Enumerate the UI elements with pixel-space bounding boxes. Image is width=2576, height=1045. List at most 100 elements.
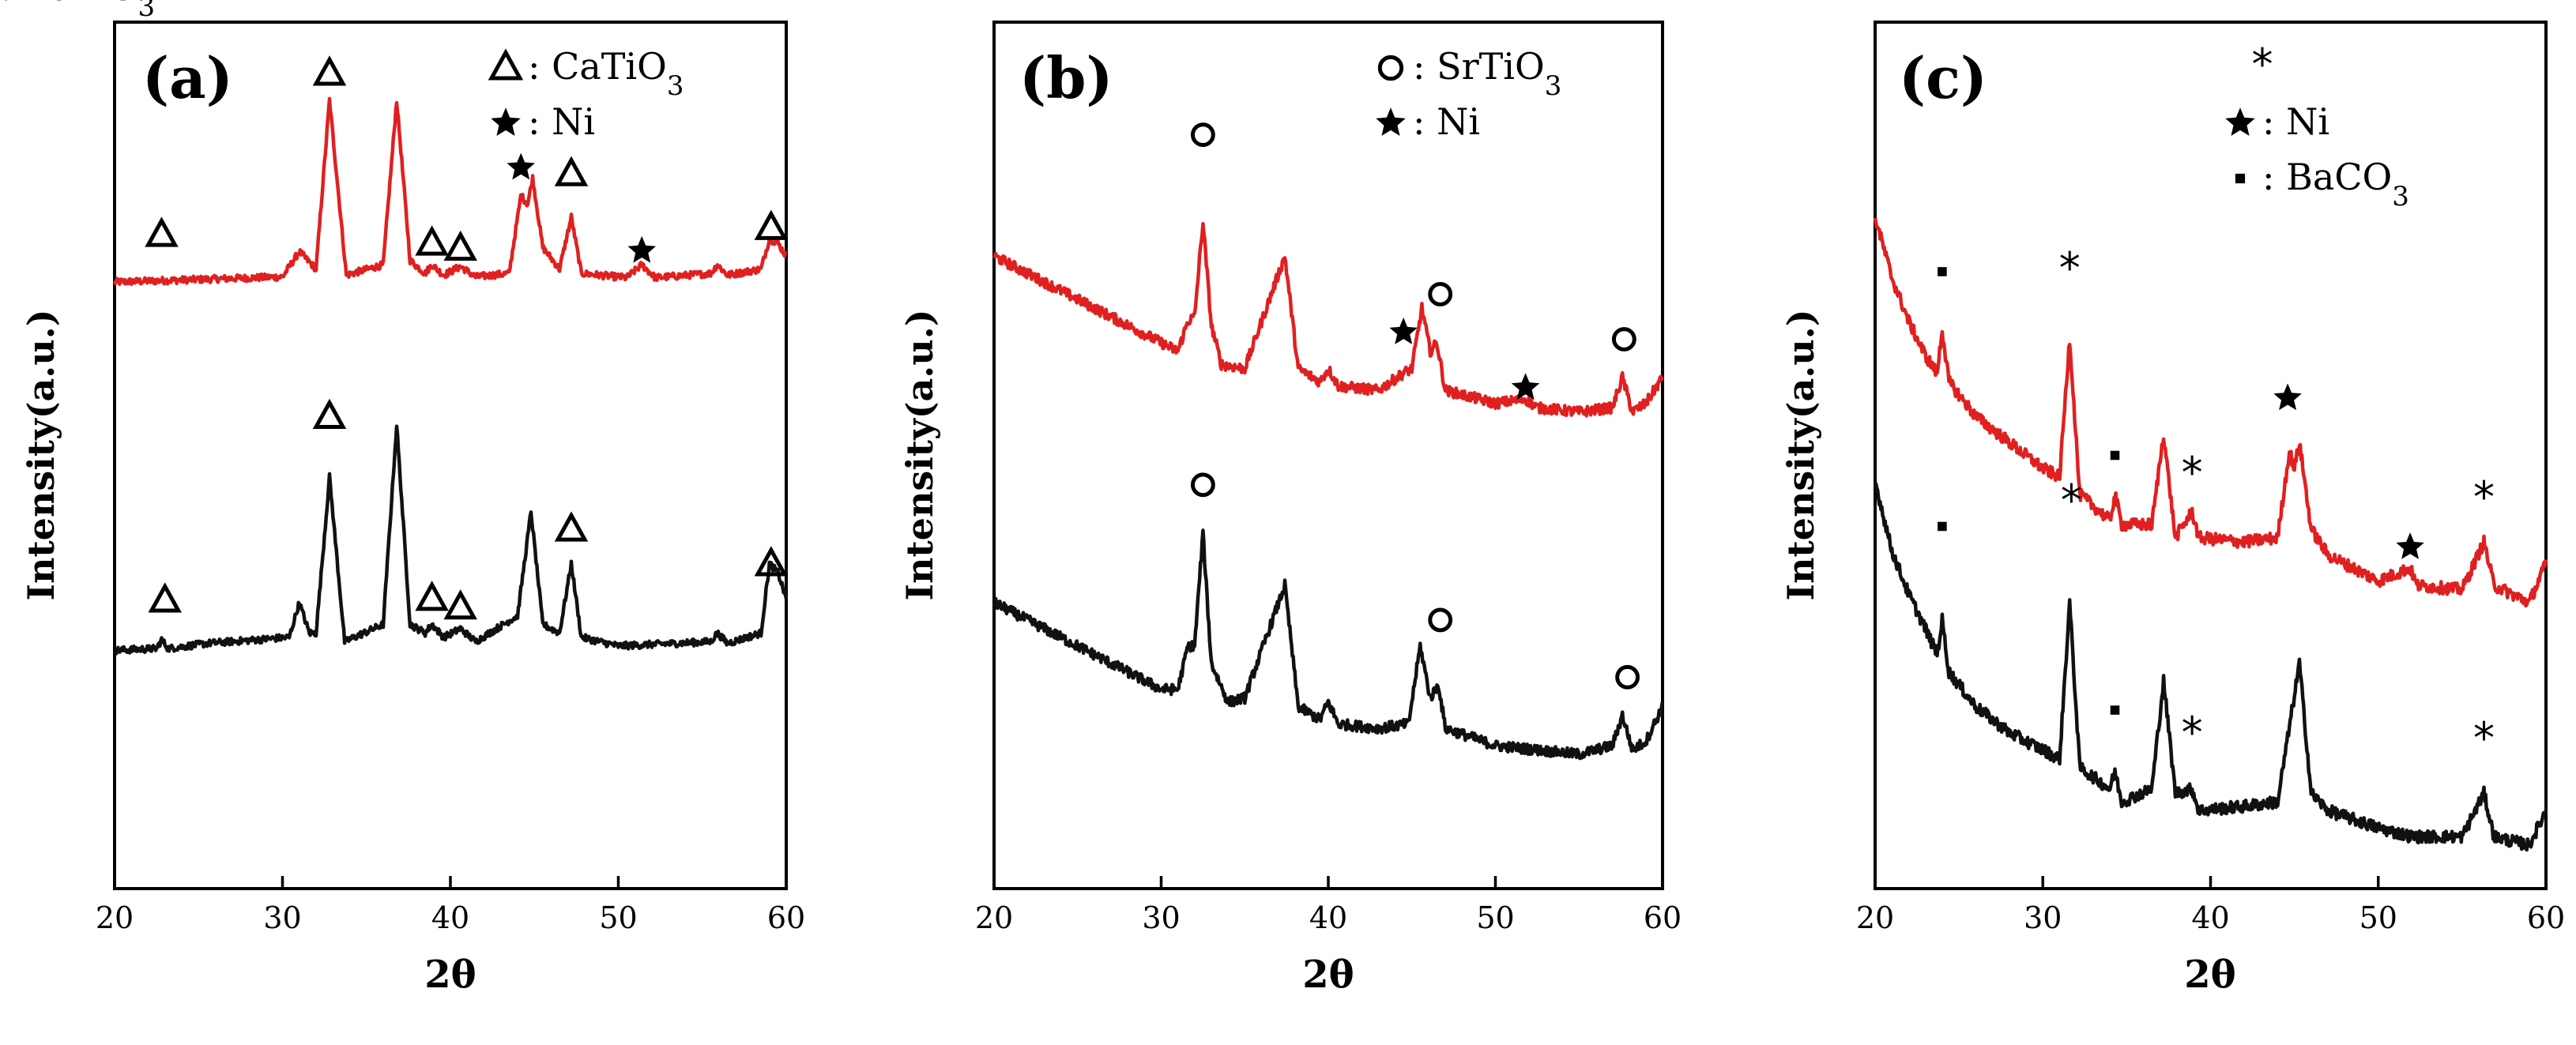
peak-marker-star-icon (507, 152, 535, 180)
panel-a-plot-frame (113, 21, 788, 890)
svg-text:: SrTiO3: : SrTiO3 (1413, 45, 1561, 102)
panel-a-label: (a) (142, 44, 233, 111)
legend-marker-star-icon (1376, 107, 1406, 136)
peak-marker-triangle-icon (145, 216, 179, 247)
xrd-pattern-line-red (1873, 217, 2548, 608)
peak-marker-triangle-icon (754, 209, 789, 240)
legend-prefix: : (528, 45, 552, 88)
svg-text:: Ni: : Ni (1413, 100, 1480, 143)
legend-star-icon (2225, 107, 2255, 136)
peak-marker-triangle-icon (148, 582, 182, 613)
panel-c-legend: * : BaTiO3 : Ni : BaCO3 (0, 0, 2409, 212)
panel-b-plot-frame (992, 21, 1664, 890)
legend-marker-triangle-icon (488, 48, 524, 81)
panel-c-peak-markers: * * * * * * (1938, 243, 2495, 763)
legend-circle-icon (1377, 55, 1404, 81)
peak-marker-triangle-icon (443, 230, 477, 261)
x-tick-label: 40 (2191, 900, 2229, 935)
peak-marker-triangle-icon (554, 156, 589, 186)
peak-marker-triangle-icon (443, 589, 477, 620)
panel-b-y-axis-label: Intensity(a.u.) (898, 309, 941, 600)
legend-star-icon (491, 107, 521, 136)
peak-marker-star-icon (1389, 318, 1418, 344)
panel-a: 20 30 40 50 60 (a) : CaTiO3 : Ni Intensity(a… (20, 21, 805, 997)
x-tick-label: 50 (599, 900, 637, 935)
svg-text:: CaTiO3: : CaTiO3 (528, 45, 684, 102)
peak-marker-asterisk-icon: * (2059, 243, 2081, 293)
panel-b-peak-markers (1190, 122, 1640, 690)
panel-b-traces (992, 221, 1665, 761)
peak-marker-asterisk-icon: * (2182, 448, 2203, 498)
peak-marker-triangle-icon (754, 546, 789, 577)
panel-a-traces (112, 96, 789, 656)
peak-marker-circle-icon (1611, 327, 1636, 351)
panel-c-x-axis-label: 2θ (2184, 953, 2235, 997)
svg-text:: BaTiO3: : BaTiO3 (0, 0, 155, 23)
panel-a-x-ticks: 20 30 40 50 60 (96, 876, 805, 935)
xrd-pattern-line-red (992, 221, 1665, 418)
peak-marker-circle-icon (1428, 607, 1453, 633)
peak-marker-star-icon (627, 235, 656, 263)
legend-prefix: : (1413, 45, 1437, 88)
peak-marker-circle-icon (1428, 282, 1453, 306)
x-tick-label: 40 (431, 900, 469, 935)
xrd-pattern-line-black (113, 424, 789, 656)
x-tick-label: 20 (975, 900, 1013, 935)
legend-marker-circle-icon (1377, 55, 1404, 81)
legend-entry-baco3: : BaCO3 (2235, 156, 2409, 212)
legend-marker-star-icon (491, 107, 521, 136)
legend-marker-asterisk-icon: * (2252, 39, 2273, 89)
panel-b-x-axis-label: 2θ (1302, 953, 1354, 997)
peak-marker-star-icon (2273, 383, 2302, 411)
panel-a-y-axis-label: Intensity(a.u.) (20, 309, 62, 600)
x-tick-label: 30 (263, 900, 301, 935)
legend-entry-srtio3: : SrTiO3 (1377, 45, 1561, 102)
panel-c-x-ticks: 20 30 40 50 60 (1856, 876, 2565, 935)
legend-label-ni: Ni (1437, 100, 1480, 143)
xrd-pattern-line-black (992, 528, 1665, 761)
xrd-pattern-line-red (112, 96, 788, 287)
legend-subscript: 3 (137, 0, 155, 23)
panel-a-legend: : CaTiO3 : Ni (488, 45, 684, 143)
panel-b: 20 30 40 50 60 (b) : SrTiO3 : Ni Intensity(a… (898, 21, 1682, 997)
x-tick-label: 60 (767, 900, 805, 935)
panel-b-legend: : SrTiO3 : Ni (1376, 45, 1561, 143)
x-tick-label: 40 (1309, 900, 1347, 935)
x-tick-label: 50 (2359, 900, 2397, 935)
legend-label-batio3: BaTiO (24, 0, 137, 9)
peak-marker-asterisk-icon: * (2182, 708, 2203, 757)
x-tick-label: 20 (96, 900, 134, 935)
legend-marker-square-icon (2235, 173, 2246, 184)
legend-entry-catio3: : CaTiO3 (488, 45, 684, 102)
peak-marker-circle-icon (1615, 664, 1640, 690)
x-tick-label: 30 (1142, 900, 1180, 935)
peak-marker-triangle-icon (312, 398, 347, 429)
legend-entry-ni: : Ni (1376, 100, 1480, 143)
peak-marker-asterisk-icon: * (2473, 472, 2495, 522)
peak-marker-triangle-icon (312, 55, 347, 86)
x-tick-label: 20 (1856, 900, 1894, 935)
legend-subscript: 3 (1545, 70, 1562, 102)
legend-asterisk-icon: * (2252, 39, 2273, 89)
panel-c-label: (c) (1899, 44, 1987, 111)
legend-label-catio3: CaTiO (552, 45, 667, 88)
peak-marker-square-icon (2110, 450, 2120, 460)
legend-label-ni: Ni (552, 100, 595, 143)
peak-marker-asterisk-icon: * (2473, 713, 2495, 763)
svg-text:: BaCO3: : BaCO3 (2262, 156, 2409, 212)
legend-label-ni: Ni (2286, 100, 2329, 143)
peak-marker-square-icon (1938, 267, 1947, 276)
peak-marker-square-icon (2110, 705, 2120, 715)
legend-label-baco3: BaCO (2286, 156, 2392, 198)
panel-b-label: (b) (1019, 44, 1113, 111)
x-tick-label: 60 (1644, 900, 1682, 935)
peak-marker-square-icon (1938, 521, 1947, 532)
legend-marker-star-icon (2225, 107, 2255, 136)
legend-prefix: : (528, 100, 552, 143)
svg-text:: Ni: : Ni (2262, 100, 2329, 143)
peak-marker-triangle-icon (415, 225, 449, 256)
panel-a-peak-markers (145, 55, 789, 620)
svg-text:: Ni: : Ni (528, 100, 595, 143)
